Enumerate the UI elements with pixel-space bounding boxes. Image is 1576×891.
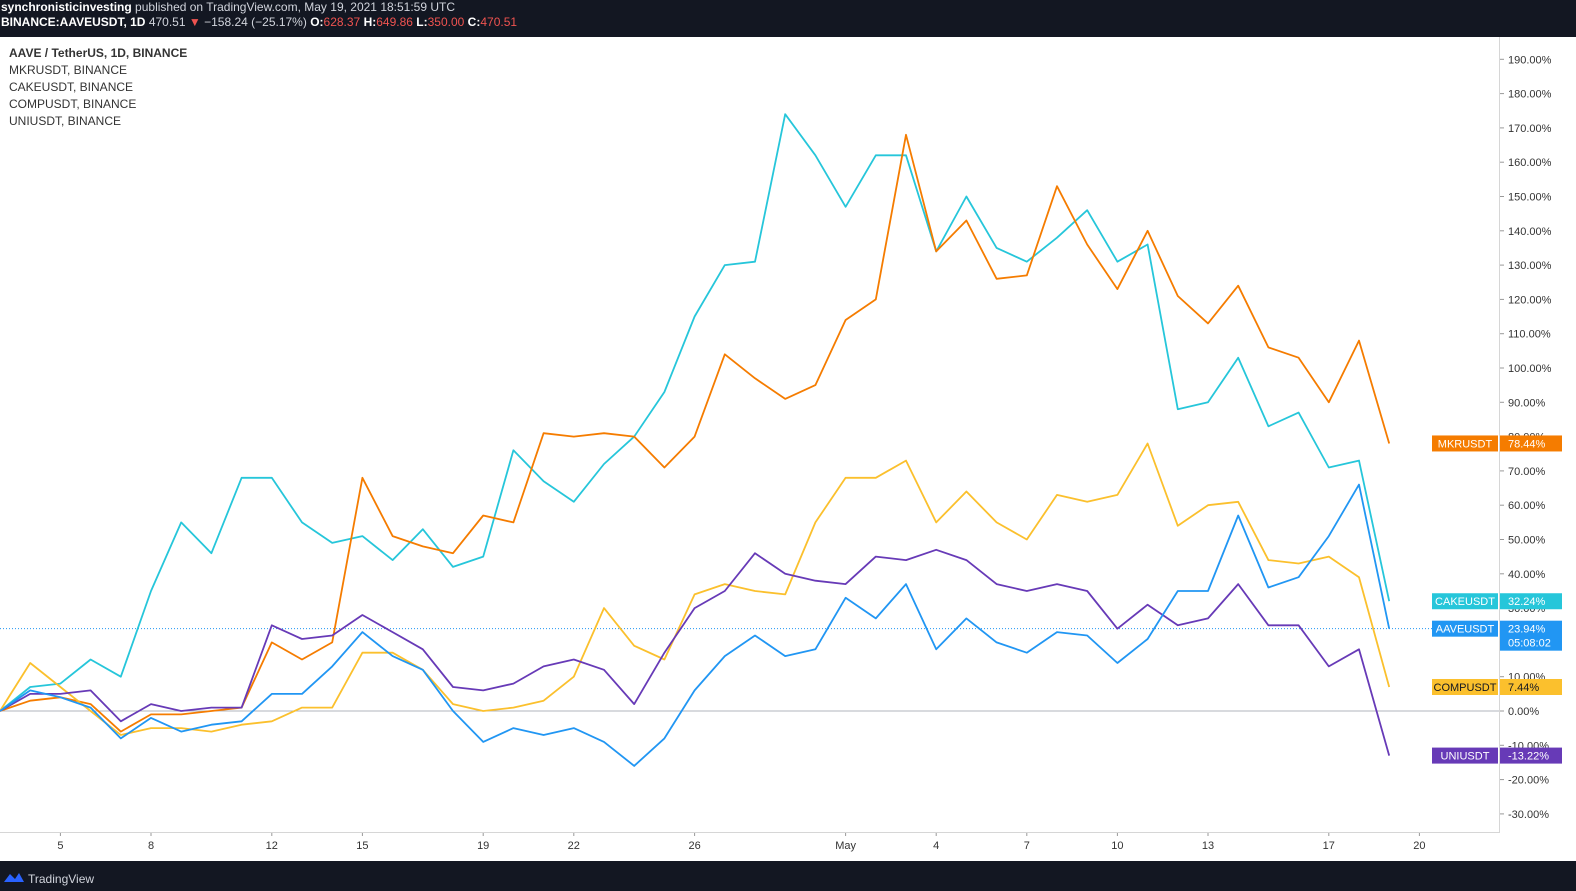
series-line-uni[interactable] xyxy=(0,548,1391,756)
high-label: H: xyxy=(363,15,377,29)
y-tick-label: 140.00% xyxy=(1508,226,1552,238)
scale-value-box xyxy=(1500,593,1562,610)
y-tick-label: -20.00% xyxy=(1508,775,1549,787)
price-change: −158.24 (−25.17%) xyxy=(204,15,307,29)
y-tick-label: 70.00% xyxy=(1508,466,1546,478)
bar-countdown-text: 05:08:02 xyxy=(1508,638,1551,650)
scale-value-box xyxy=(1500,747,1562,764)
scale-label-uni[interactable]: UNIUSDT -13.22% xyxy=(1432,747,1562,764)
chart-header: synchronisticinvesting published on Trad… xyxy=(0,0,1576,37)
y-tick-label: 180.00% xyxy=(1508,89,1552,101)
high-value: 649.86 xyxy=(376,15,413,29)
open-value: 628.37 xyxy=(323,15,361,29)
scale-value-box xyxy=(1500,678,1562,695)
y-tick-label: 150.00% xyxy=(1508,192,1552,204)
scale-name-text: COMPUSDT xyxy=(1434,682,1497,694)
series-line-aave[interactable] xyxy=(0,483,1391,767)
x-tick-label: 17 xyxy=(1323,840,1335,852)
ohlc-line: BINANCE:AAVEUSDT, 1D 470.51 ▼ −158.24 (−… xyxy=(1,15,517,29)
tradingview-logo-icon xyxy=(4,873,24,882)
x-tick-label: 5 xyxy=(57,840,63,852)
legend-item-cake[interactable]: CAKEUSDT, BINANCE xyxy=(9,80,134,94)
y-tick-label: 90.00% xyxy=(1508,397,1546,409)
open-label: O: xyxy=(310,15,324,29)
x-tick-label: 15 xyxy=(356,840,368,852)
chart-legend: AAVE / TetherUS, 1D, BINANCE MKRUSDT, BI… xyxy=(9,45,187,130)
tradingview-brand[interactable]: TradingView xyxy=(28,872,95,886)
scale-value-text: 23.94% xyxy=(1508,624,1546,636)
scale-name-text: UNIUSDT xyxy=(1441,751,1490,763)
y-tick-label: 120.00% xyxy=(1508,294,1552,306)
y-tick-label: 110.00% xyxy=(1508,329,1551,341)
close-value: 470.51 xyxy=(480,15,518,29)
series-line-mkr[interactable] xyxy=(0,133,1391,733)
series-line-comp[interactable] xyxy=(0,442,1391,736)
close-label: C: xyxy=(467,15,481,29)
scale-label-mkr[interactable]: MKRUSDT 78.44% xyxy=(1432,435,1562,452)
x-tick-label: May xyxy=(835,840,856,852)
scale-value-box xyxy=(1500,620,1562,651)
scale-name-box xyxy=(1432,747,1498,764)
x-tick-label: 8 xyxy=(148,840,154,852)
publish-line: synchronisticinvesting published on Trad… xyxy=(1,0,455,14)
y-tick-label: 100.00% xyxy=(1508,363,1552,375)
y-tick-label: -30.00% xyxy=(1508,809,1549,821)
x-tick-label: 4 xyxy=(933,840,939,852)
scale-name-text: MKRUSDT xyxy=(1438,438,1493,450)
scale-value-text: 32.24% xyxy=(1508,596,1546,608)
scale-value-box xyxy=(1500,435,1562,452)
legend-item-comp[interactable]: COMPUSDT, BINANCE xyxy=(9,97,137,111)
scale-label-comp[interactable]: COMPUSDT 7.44% xyxy=(1432,678,1562,695)
x-tick-label: 26 xyxy=(688,840,700,852)
y-tick-label: 0.00% xyxy=(1508,706,1539,718)
last-price: 470.51 xyxy=(148,15,186,29)
y-tick-label: 160.00% xyxy=(1508,157,1552,169)
low-label: L: xyxy=(416,15,428,29)
scale-name-box xyxy=(1432,678,1498,695)
legend-main-symbol[interactable]: AAVE / TetherUS, 1D, BINANCE xyxy=(9,46,188,60)
scale-name-box xyxy=(1432,620,1498,637)
y-tick-label: 130.00% xyxy=(1508,260,1552,272)
x-tick-label: 20 xyxy=(1413,840,1425,852)
footer-bar: TradingView xyxy=(0,861,1576,891)
y-tick-label: 50.00% xyxy=(1508,535,1546,547)
chart-canvas[interactable]: -30.00%-20.00%-10.00%0.00%10.00%20.00%30… xyxy=(0,37,1576,861)
scale-value-text: 78.44% xyxy=(1508,438,1546,450)
scale-name-box xyxy=(1432,435,1498,452)
scale-name-text: CAKEUSDT xyxy=(1435,596,1495,608)
legend-item-uni[interactable]: UNIUSDT, BINANCE xyxy=(9,114,122,128)
y-tick-label: 190.00% xyxy=(1508,54,1552,66)
series-line-cake[interactable] xyxy=(0,113,1391,712)
scale-label-aave[interactable]: AAVEUSDT 23.94% 05:08:02 xyxy=(1432,620,1562,651)
low-value: 350.00 xyxy=(427,15,465,29)
x-tick-label: 12 xyxy=(266,840,278,852)
published-text: published on TradingView.com, May 19, 20… xyxy=(135,0,456,14)
down-arrow-icon: ▼ xyxy=(188,15,201,29)
x-tick-label: 19 xyxy=(477,840,489,852)
x-tick-label: 10 xyxy=(1111,840,1123,852)
publisher-name[interactable]: synchronisticinvesting xyxy=(1,0,132,14)
legend-item-mkr[interactable]: MKRUSDT, BINANCE xyxy=(9,63,128,77)
scale-value-text: -13.22% xyxy=(1508,751,1549,763)
scale-name-box xyxy=(1432,593,1498,610)
scale-value-text: 7.44% xyxy=(1508,682,1539,694)
x-tick-label: 7 xyxy=(1024,840,1030,852)
x-tick-label: 13 xyxy=(1202,840,1214,852)
y-tick-label: 170.00% xyxy=(1508,123,1552,135)
y-tick-label: 40.00% xyxy=(1508,569,1546,581)
x-tick-label: 22 xyxy=(568,840,580,852)
y-tick-label: 60.00% xyxy=(1508,500,1546,512)
symbol-label: BINANCE:AAVEUSDT, 1D xyxy=(1,15,146,29)
scale-name-text: AAVEUSDT xyxy=(1436,624,1495,636)
scale-label-cake[interactable]: CAKEUSDT 32.24% xyxy=(1432,593,1562,610)
